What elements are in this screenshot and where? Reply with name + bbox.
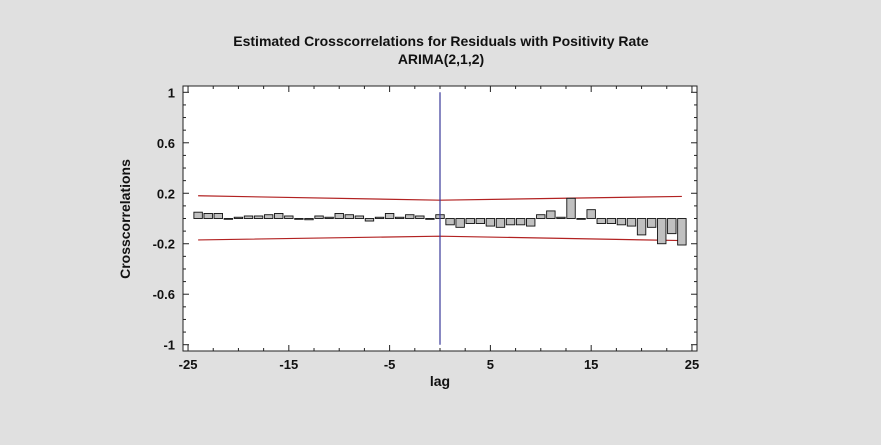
bar [395,216,405,219]
bar [233,216,244,219]
bar [425,218,435,220]
bar [193,211,203,219]
bar [445,218,455,226]
bar [314,215,324,219]
bar [596,218,606,224]
bar [475,218,485,224]
bar [213,213,223,219]
bar [616,218,627,226]
bar [364,218,375,222]
bar [586,209,596,219]
bar [274,213,284,219]
bar [646,218,657,228]
bar [344,214,354,219]
bar [495,218,506,228]
x-tick-label: -5 [384,357,396,372]
chart-title: Estimated Crosscorrelations for Residual… [233,33,649,49]
bar [465,218,475,224]
bar [526,218,536,227]
bar [667,218,677,235]
bar [384,213,395,219]
bar [455,218,465,228]
bar [263,214,274,219]
bar [657,218,667,245]
bar [374,216,385,219]
bar [294,218,304,220]
bar [556,216,566,219]
bar [304,218,314,221]
bar [243,215,254,219]
x-tick-label: 25 [685,357,699,372]
x-tick-label: -15 [279,357,298,372]
bar [405,214,415,219]
bar [223,218,234,220]
bar [284,215,294,219]
y-tick-label: -1 [163,338,175,353]
bar [415,215,425,219]
chart-subtitle: ARIMA(2,1,2) [398,51,484,67]
y-tick-label: -0.2 [153,237,175,252]
y-axis-label: Crosscorrelations [117,159,133,279]
y-tick-label: 1 [168,85,175,100]
bar [566,197,576,219]
y-tick-label: 0.2 [157,186,175,201]
bar [324,216,334,219]
bar [576,218,586,220]
x-tick-label: -25 [179,357,198,372]
bar [354,215,365,219]
bar [203,213,213,219]
bar [677,218,687,246]
x-tick-label: 5 [487,357,494,372]
x-tick-label: 15 [584,357,598,372]
y-tick-label: 0.6 [157,136,175,151]
y-tick-label: -0.6 [153,287,175,302]
bar [606,218,617,224]
bar [536,214,546,219]
bar [515,218,526,226]
bar [636,218,647,236]
bar [334,213,344,219]
bar [253,215,264,219]
bar [505,218,516,226]
bar [485,218,496,227]
x-axis-label: lag [430,373,450,389]
bar [546,210,556,219]
bar [626,218,637,227]
